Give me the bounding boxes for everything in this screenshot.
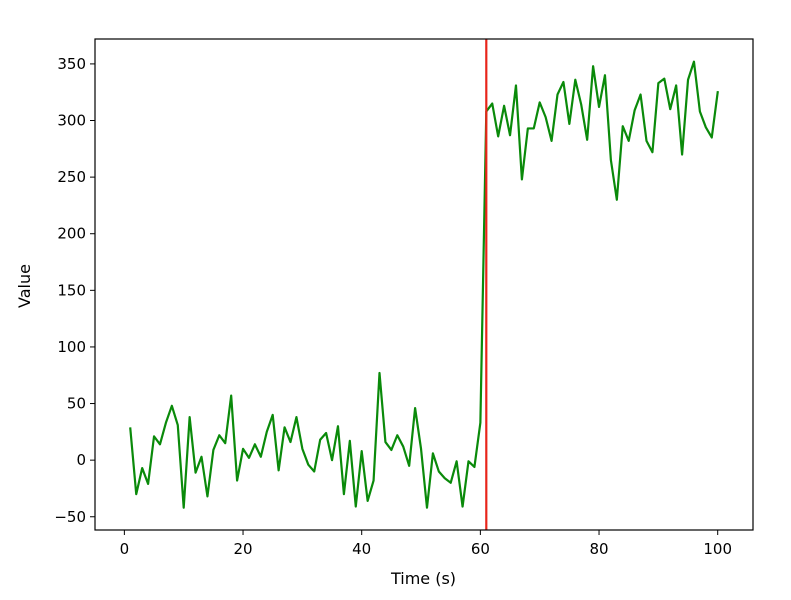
y-tick-label: 250 [57,168,86,186]
plot-area [94,38,754,531]
y-tick-label: 150 [57,281,86,299]
x-axis: 0 20 40 60 80 100 [120,530,732,558]
y-axis-label: Value [15,264,34,308]
plot-frame [94,38,754,531]
y-axis: −50 0 50 100 150 200 250 300 350 [54,55,95,526]
x-tick-label: 40 [352,540,371,558]
y-tick-label: 0 [76,451,86,469]
series-line-1 [129,60,719,509]
x-tick-label: 100 [703,540,732,558]
x-tick-label: 0 [120,540,130,558]
y-tick-label: 100 [57,338,86,356]
x-tick-label: 80 [589,540,608,558]
y-tick-label: 350 [57,55,86,73]
y-tick-label: 50 [67,395,86,413]
x-tick-label: 60 [471,540,490,558]
y-tick-label: 200 [57,225,86,243]
y-tick-label: 300 [57,112,86,130]
y-tick-label: −50 [54,508,86,526]
x-tick-label: 20 [233,540,252,558]
x-axis-label: Time (s) [390,569,456,588]
